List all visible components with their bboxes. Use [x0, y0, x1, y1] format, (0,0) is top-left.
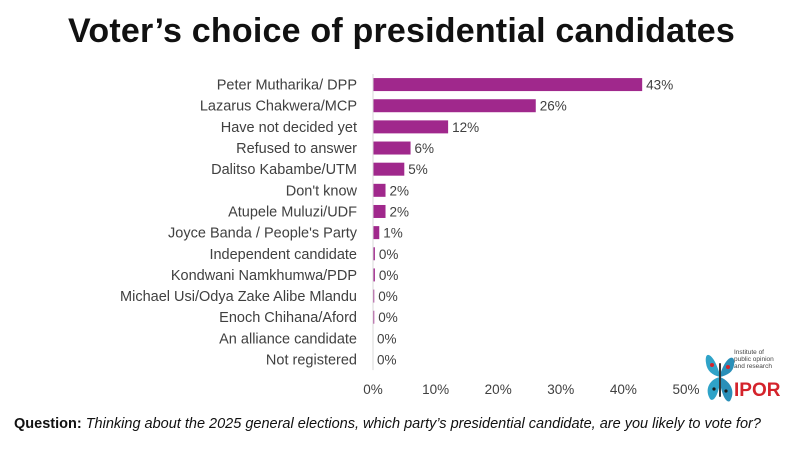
category-label: Peter Mutharika/ DPP [217, 78, 357, 94]
data-label: 0% [377, 331, 397, 346]
category-label: Don't know [286, 183, 358, 199]
survey-question: Question: Thinking about the 2025 genera… [14, 416, 774, 433]
bar [373, 204, 386, 218]
bar [373, 268, 375, 282]
category-label: Joyce Banda / People's Party [168, 226, 358, 242]
axis-layer: 0% 10% 20% 30% 40% 50% [363, 74, 700, 397]
bars-layer: Peter Mutharika/ DPP 43% Lazarus Chakwera/… [120, 78, 673, 369]
category-label: Atupele Muluzi/UDF [228, 204, 357, 220]
logo-tagline: Institute of public opinion and research [734, 349, 774, 370]
data-label: 0% [378, 289, 398, 304]
bar [373, 247, 375, 261]
data-label: 2% [390, 183, 410, 198]
question-label: Question: [14, 416, 82, 432]
bar [373, 120, 449, 134]
category-label: Kondwani Namkhumwa/PDP [171, 268, 357, 284]
bar [373, 162, 405, 176]
data-label: 2% [390, 204, 410, 219]
x-tick-label: 50% [672, 382, 699, 397]
x-tick-label: 10% [422, 382, 449, 397]
x-tick-label: 30% [547, 382, 574, 397]
logo-brand: IPOR [734, 380, 781, 401]
x-tick-label: 0% [363, 382, 383, 397]
bar [373, 183, 386, 197]
butterfly-icon [705, 354, 735, 402]
x-tick-label: 20% [485, 382, 512, 397]
data-label: 0% [379, 268, 399, 283]
chart-title: Voter’s choice of presidential candidate… [68, 12, 735, 50]
x-tick-label: 40% [610, 382, 637, 397]
bar [373, 289, 375, 303]
category-label: Lazarus Chakwera/MCP [200, 99, 357, 115]
category-label: Dalitso Kabambe/UTM [211, 162, 357, 178]
logo-line: and research [734, 363, 772, 370]
bar [373, 78, 643, 92]
data-label: 43% [646, 78, 673, 93]
logo-line: Institute of [734, 349, 764, 356]
logo-line: public opinion [734, 356, 774, 363]
data-label: 26% [540, 99, 567, 114]
data-label: 0% [377, 353, 397, 368]
category-label: An alliance candidate [219, 331, 357, 347]
category-label: Have not decided yet [221, 120, 357, 136]
category-label: Refused to answer [236, 141, 357, 157]
category-label: Michael Usi/Odya Zake Alibe Mlandu [120, 289, 357, 305]
data-label: 0% [379, 247, 399, 262]
category-label: Independent candidate [209, 247, 357, 263]
data-label: 0% [378, 310, 398, 325]
data-label: 6% [415, 141, 435, 156]
category-label: Enoch Chihana/Aford [219, 310, 357, 326]
data-label: 1% [383, 226, 403, 241]
bar [373, 310, 375, 324]
question-text: Thinking about the 2025 general election… [85, 416, 761, 432]
category-label: Not registered [266, 353, 357, 369]
bar [373, 141, 411, 155]
data-label: 5% [408, 162, 428, 177]
bar [373, 99, 536, 113]
bar [373, 226, 380, 240]
ipor-logo: Institute of public opinion and research… [704, 345, 794, 407]
data-label: 12% [452, 120, 479, 135]
